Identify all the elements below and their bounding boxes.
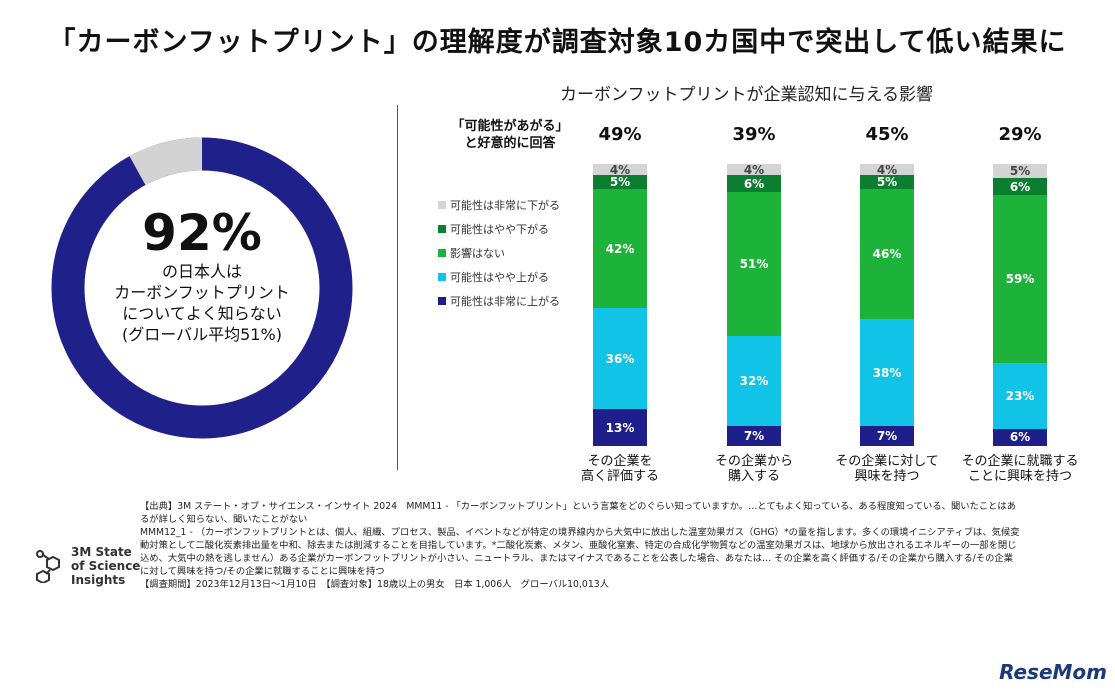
legend-swatch [438, 297, 446, 305]
legend-swatch [438, 249, 446, 257]
bar-segment: 23% [993, 363, 1047, 429]
logo-line: Insights [71, 573, 126, 587]
category-label: その企業に対して 興味を持つ [817, 454, 957, 484]
bar-segment: 36% [593, 307, 647, 410]
legend-swatch [438, 225, 446, 233]
category-label: その企業に就職する ことに興味を持つ [950, 454, 1090, 484]
donut-rest-segment [51, 137, 353, 439]
donut-line: の日本人は [161, 262, 242, 281]
bar-segment: 51% [727, 192, 781, 336]
category-label-line: 購入する [727, 469, 780, 484]
bar-segment: 59% [993, 195, 1047, 364]
totals-heading-line: と好意的に回答 [464, 136, 556, 151]
totals-heading-line: 「可能性があがる」 [451, 119, 569, 134]
bar-segment: 7% [860, 426, 914, 446]
bar-segment: 5% [593, 175, 647, 190]
bar-segment: 42% [593, 189, 647, 308]
category-label-line: 高く評価する [580, 469, 659, 484]
donut-label: 92% の日本人は カーボンフットプリント についてよく知らない (グローバル平… [102, 205, 302, 345]
donut-chart [51, 137, 353, 439]
bar-segment: 7% [727, 426, 781, 446]
legend-label: 可能性は非常に上がる [450, 295, 560, 308]
donut-value: 92% [142, 204, 262, 262]
bar-segment: 32% [727, 336, 781, 427]
legend-label: 可能性は非常に下がる [450, 199, 560, 212]
legend-label: 可能性はやや上がる [450, 271, 549, 284]
category-label-line: 興味を持つ [854, 469, 920, 484]
legend-item: 可能性は非常に下がる [438, 197, 560, 213]
legend-item: 可能性はやや上がる [438, 269, 549, 285]
category-label-line: その企業に就職する [961, 454, 1079, 469]
bar-segment: 13% [593, 409, 647, 446]
footnote: 【出典】3M ステート・オブ・サイエンス・インサイト 2024 MMM11 - … [140, 500, 1020, 591]
logo-line: 3M State [71, 545, 132, 559]
legend-label: 影響はない [450, 247, 505, 260]
legend-swatch [438, 201, 446, 209]
legend-item: 影響はない [438, 245, 505, 261]
bar-segment: 6% [727, 175, 781, 193]
molecule-icon [36, 550, 60, 583]
logo-3m-state-of-science: 3M State of Science Insights [35, 545, 140, 587]
bar-segment: 5% [993, 164, 1047, 179]
bar-segment: 38% [860, 319, 914, 427]
category-label: その企業から 購入する [684, 454, 824, 484]
footnote-question: MMM12_1 - （カーボンフットプリントとは、個人、組織、プロセス、製品、イ… [140, 527, 1020, 577]
chart-title: カーボンフットプリントが企業認知に与える影響 [560, 85, 933, 105]
bar-total: 39% [732, 124, 776, 145]
category-label-line: その企業から [714, 454, 793, 469]
category-label-line: その企業に対して [835, 454, 939, 469]
category-label-line: その企業を [587, 454, 653, 469]
bar-segment: 46% [860, 189, 914, 320]
legend-label: 可能性はやや下がる [450, 223, 549, 236]
category-label: その企業を 高く評価する [550, 454, 690, 484]
bar-segment: 6% [993, 428, 1047, 446]
legend-swatch [438, 273, 446, 281]
divider [397, 105, 398, 470]
bar-segment: 4% [860, 163, 914, 177]
bar-total: 49% [598, 124, 642, 145]
bar-segment: 5% [860, 175, 914, 190]
bar-segment: 4% [727, 163, 781, 177]
donut-line: (グローバル平均51%) [122, 325, 282, 344]
legend-item: 可能性は非常に上がる [438, 293, 560, 309]
watermark: ReseMom [999, 660, 1107, 684]
bar-segment: 6% [993, 178, 1047, 196]
donut-line: についてよく知らない [122, 304, 282, 323]
bar-total: 45% [865, 124, 909, 145]
logo-line: of Science [71, 559, 141, 573]
category-label-line: ことに興味を持つ [967, 469, 1072, 484]
bar-total: 29% [998, 124, 1042, 145]
footnote-survey: 【調査期間】2023年12月13日～1月10日 【調査対象】18歳以上の男女 日… [140, 579, 609, 590]
totals-heading: 「可能性があがる」 と好意的に回答 [440, 118, 580, 152]
donut-line: カーボンフットプリント [114, 283, 290, 302]
legend-item: 可能性はやや下がる [438, 221, 549, 237]
bar-segment: 4% [593, 163, 647, 177]
page-title: 「カーボンフットプリント」の理解度が調査対象10カ国中で突出して低い結果に [48, 27, 1067, 58]
footnote-source: 【出典】3M ステート・オブ・サイエンス・インサイト 2024 MMM11 - … [140, 501, 1017, 525]
